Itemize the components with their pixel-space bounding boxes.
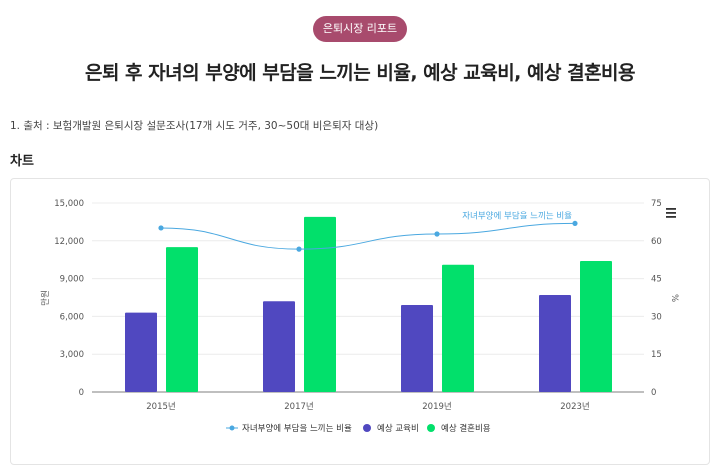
bar-wedding bbox=[442, 264, 474, 392]
y2-tick-label: 75 bbox=[651, 199, 662, 209]
x-tick-label: 2023년 bbox=[560, 401, 589, 412]
line-point bbox=[434, 231, 440, 237]
bar-wedding bbox=[304, 216, 336, 392]
y2-tick-label: 45 bbox=[651, 275, 662, 285]
line-point bbox=[296, 246, 302, 252]
legend-marker bbox=[427, 424, 435, 432]
line-point bbox=[158, 225, 164, 231]
chart-card bbox=[10, 178, 710, 465]
y-tick-label: 3,000 bbox=[60, 350, 84, 360]
hamburger-menu-icon bbox=[666, 212, 676, 214]
x-tick-label: 2019년 bbox=[422, 401, 451, 412]
y-axis-label: 만원 bbox=[41, 290, 51, 306]
x-tick-label: 2015년 bbox=[146, 401, 175, 412]
legend-marker bbox=[363, 424, 371, 432]
bar-education bbox=[401, 305, 433, 392]
hamburger-menu-icon bbox=[666, 216, 676, 218]
y-tick-label: 6,000 bbox=[60, 312, 84, 322]
legend-item: 예상 결혼비용 bbox=[441, 423, 491, 434]
y2-tick-label: 60 bbox=[651, 237, 662, 247]
line-series bbox=[160, 222, 576, 250]
bar-wedding bbox=[166, 247, 198, 392]
line-annotation: 자녀부양에 부담을 느끼는 비율 bbox=[462, 210, 572, 221]
bar-wedding bbox=[580, 260, 612, 392]
y-tick-label: 12,000 bbox=[54, 237, 84, 247]
section-title: 차트 bbox=[10, 154, 34, 169]
y2-tick-label: 0 bbox=[651, 388, 656, 398]
bar-education bbox=[125, 312, 157, 392]
bar-education bbox=[539, 294, 571, 392]
source-note: 1. 출처 : 보험개발원 은퇴시장 설문조사(17개 시도 거주, 30~50… bbox=[10, 120, 379, 132]
hamburger-menu-icon bbox=[666, 208, 676, 210]
bar-education bbox=[263, 301, 295, 392]
y-tick-label: 15,000 bbox=[54, 199, 84, 209]
legend-marker bbox=[229, 425, 235, 431]
y2-tick-label: 30 bbox=[651, 312, 662, 322]
y2-tick-label: 15 bbox=[651, 350, 662, 360]
line-point bbox=[572, 220, 578, 227]
y-tick-label: 9,000 bbox=[60, 275, 84, 285]
x-tick-label: 2017년 bbox=[284, 401, 313, 412]
page-title: 은퇴 후 자녀의 부양에 부담을 느끼는 비율, 예상 교육비, 예상 결혼비용 bbox=[84, 62, 636, 84]
legend-item: 예상 교육비 bbox=[377, 423, 419, 434]
report-badge: 은퇴시장 리포트 bbox=[313, 16, 407, 42]
y-tick-label: 0 bbox=[79, 388, 84, 398]
legend-item: 자녀부양에 부담을 느끼는 비율 bbox=[242, 423, 352, 434]
y2-axis-label: % bbox=[669, 294, 679, 302]
